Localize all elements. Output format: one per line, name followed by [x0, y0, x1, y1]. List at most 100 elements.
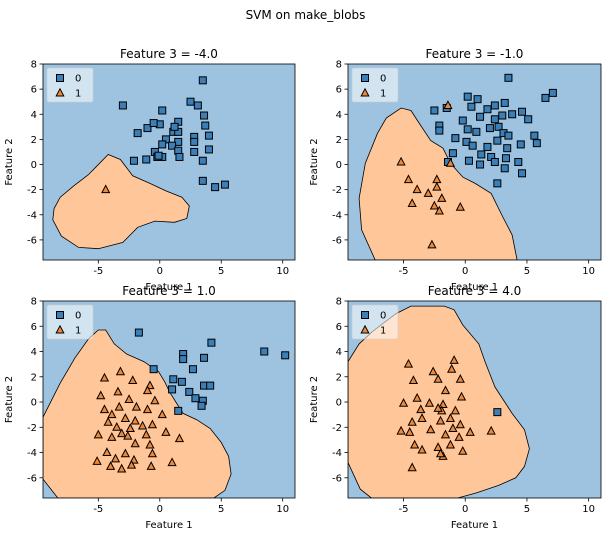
data-point-class-1: [424, 398, 435, 407]
data-point-class-1: [107, 432, 117, 441]
y-tick-label: 8: [336, 297, 342, 308]
data-point-class-1: [428, 366, 438, 376]
data-point-class-1: [456, 391, 467, 401]
data-point-class-1: [447, 363, 457, 373]
data-point-class-1: [433, 442, 443, 451]
y-axis-label: Feature 2: [4, 138, 15, 185]
data-point-class-0: [503, 144, 512, 153]
data-point-class-0: [464, 156, 473, 165]
x-tick-label: 0: [462, 266, 468, 277]
data-point-class-0: [174, 406, 183, 415]
data-point-class-1: [423, 188, 433, 197]
data-point-class-1: [396, 425, 406, 435]
data-point-class-1: [142, 404, 153, 414]
data-point-class-0: [142, 155, 151, 164]
data-point-class-0: [211, 183, 220, 192]
data-point-class-0: [118, 101, 127, 110]
data-point-class-1: [454, 432, 464, 441]
data-point-class-1: [102, 447, 112, 457]
data-point-class-1: [445, 413, 456, 422]
legend-box: [46, 67, 94, 103]
decision-region-class-1: [358, 107, 518, 260]
data-point-class-0: [168, 141, 177, 150]
series-1: [101, 184, 111, 194]
legend-marker-class-0: [361, 311, 369, 319]
data-point-class-0: [463, 125, 472, 134]
x-tick-label: 10: [276, 504, 289, 515]
data-point-class-0: [485, 124, 494, 133]
data-point-class-0: [188, 365, 197, 374]
y-tick-label: -6: [27, 235, 37, 246]
data-point-class-0: [204, 131, 213, 140]
data-point-class-0: [193, 101, 202, 110]
data-point-class-1: [146, 461, 156, 470]
data-point-class-0: [516, 140, 525, 149]
subplot-title: Feature 3 = -1.0: [426, 47, 524, 61]
data-point-class-1: [410, 439, 420, 449]
data-point-class-1: [137, 420, 148, 430]
data-point-class-1: [412, 392, 422, 402]
y-tick-label: 6: [31, 85, 37, 96]
data-point-class-1: [445, 439, 456, 449]
series-0: [134, 328, 290, 415]
data-point-class-1: [105, 461, 116, 470]
data-point-class-1: [93, 429, 103, 439]
data-point-class-1: [416, 404, 426, 414]
data-point-class-0: [541, 93, 550, 102]
data-point-class-0: [476, 160, 485, 169]
x-tick-label: 10: [582, 266, 595, 277]
y-tick-label: 4: [31, 347, 37, 358]
series-1: [92, 366, 185, 473]
data-point-class-1: [435, 415, 446, 425]
x-axis-label: Feature 1: [145, 520, 192, 531]
data-point-class-1: [407, 416, 417, 426]
data-point-class-1: [124, 394, 134, 403]
x-tick-label: 0: [157, 504, 163, 515]
legend-marker-class-1: [360, 87, 370, 97]
data-point-class-0: [179, 355, 188, 364]
y-tick-label: 0: [31, 398, 37, 409]
x-tick-label: 5: [218, 504, 224, 515]
data-point-class-1: [449, 355, 459, 364]
legend-box: [351, 304, 399, 340]
y-tick-label: 6: [336, 85, 342, 96]
data-point-class-1: [486, 425, 496, 435]
y-tick-label: 2: [336, 135, 342, 146]
data-point-class-1: [115, 366, 126, 376]
data-point-class-1: [396, 156, 406, 166]
data-point-class-0: [186, 97, 195, 106]
axes-frame: [347, 63, 602, 261]
y-axis-label: Feature 2: [309, 138, 320, 185]
legend-marker-class-0: [56, 74, 64, 82]
data-point-class-0: [129, 156, 138, 165]
data-point-class-0: [169, 375, 178, 384]
legend-label-class-0: 0: [75, 311, 81, 322]
data-point-class-1: [113, 386, 123, 396]
data-point-class-1: [145, 439, 155, 449]
x-tick-label: 10: [582, 504, 595, 515]
data-point-class-0: [493, 136, 502, 145]
data-point-class-0: [154, 151, 163, 160]
data-point-class-1: [110, 453, 121, 463]
data-point-class-0: [500, 98, 509, 107]
y-tick-label: 2: [31, 135, 37, 146]
legend-box: [46, 304, 94, 340]
data-point-class-1: [99, 372, 110, 382]
subplot-title: Feature 3 = 4.0: [428, 284, 522, 298]
data-point-class-1: [117, 428, 127, 438]
y-tick-label: 4: [31, 110, 37, 121]
y-tick-label: 4: [336, 347, 342, 358]
data-point-class-1: [435, 448, 446, 458]
x-tick-label: -5: [93, 266, 103, 277]
x-tick-label: -5: [399, 266, 409, 277]
legend-label-class-1: 1: [380, 326, 386, 337]
data-point-class-0: [204, 145, 213, 154]
y-tick-label: -4: [27, 210, 37, 221]
data-point-class-1: [429, 200, 440, 210]
legend: 01: [46, 304, 94, 340]
axes-frame: [42, 300, 296, 499]
data-point-class-0: [473, 95, 482, 104]
data-point-class-1: [455, 374, 465, 383]
data-point-class-1: [128, 375, 138, 385]
data-point-class-0: [463, 92, 472, 101]
